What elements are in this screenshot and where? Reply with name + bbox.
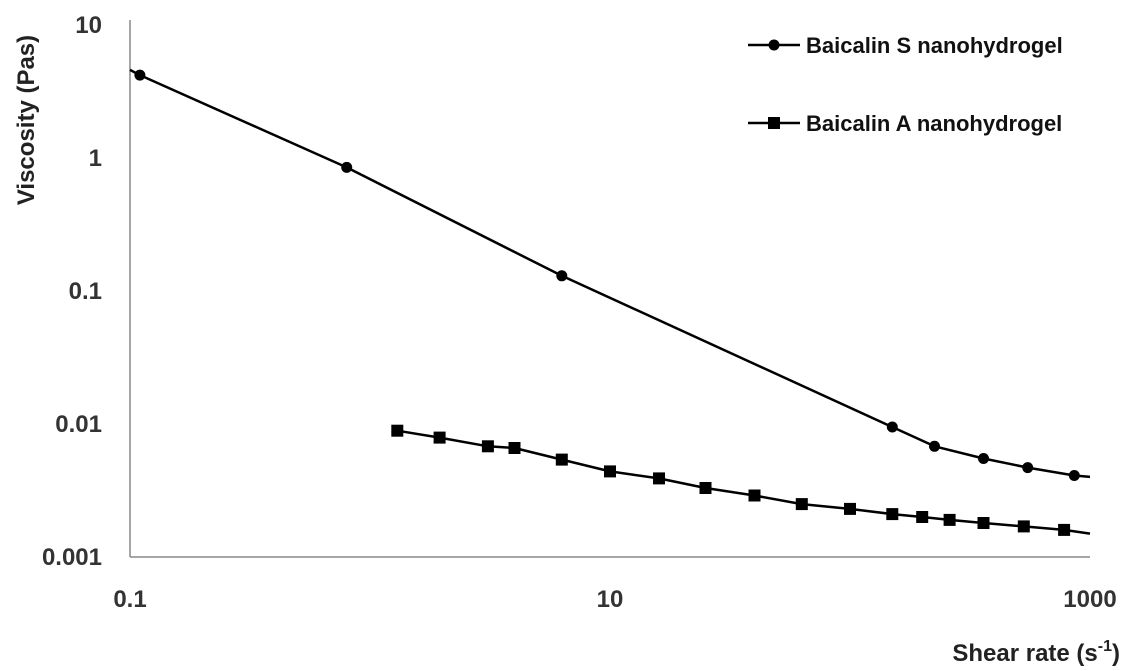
y-tick-label: 0.001 xyxy=(42,544,102,571)
legend-label-a: Baicalin A nanohydrogel xyxy=(806,111,1062,136)
data-point-a xyxy=(844,502,856,515)
x-axis-title-main: Shear rate (s xyxy=(952,640,1097,667)
y-tick-label: 1 xyxy=(89,145,102,172)
data-point-a xyxy=(977,517,990,529)
data-point-a xyxy=(555,453,568,466)
data-point-a xyxy=(391,424,404,437)
data-point-a xyxy=(795,498,808,511)
data-point-s xyxy=(1022,462,1034,474)
series-markers xyxy=(134,69,1080,536)
data-point-a xyxy=(748,489,761,502)
data-point-s xyxy=(929,440,940,452)
y-axis-title: Viscosity (Pas) xyxy=(13,35,40,205)
data-point-a xyxy=(886,508,899,521)
tick-labels: 10 1 0.1 0.01 0.001 0.1 10 1000 xyxy=(42,12,1117,613)
legend-item-a: Baicalin A nanohydrogel xyxy=(748,111,1062,136)
data-point-s xyxy=(886,421,898,433)
data-point-a xyxy=(1058,523,1071,536)
data-point-a xyxy=(433,431,446,444)
y-tick-label: 0.01 xyxy=(55,411,102,438)
data-point-a xyxy=(508,442,521,454)
x-tick-label: 1000 xyxy=(1063,586,1116,613)
x-axis-title-sup: -1 xyxy=(1098,638,1112,655)
series-line-s xyxy=(129,68,1091,479)
x-axis-title-close: ) xyxy=(1112,640,1120,667)
data-point-a xyxy=(699,482,712,494)
data-point-a xyxy=(1017,520,1030,533)
data-point-s xyxy=(134,69,146,81)
data-point-a xyxy=(916,511,929,523)
legend-item-s: Baicalin S nanohydrogel xyxy=(748,33,1063,58)
x-tick-label: 0.1 xyxy=(113,586,146,613)
data-point-s xyxy=(1068,470,1080,481)
y-tick-label: 10 xyxy=(75,12,102,39)
x-axis-title: Shear rate (s-1) xyxy=(952,638,1120,667)
legend-label-s: Baicalin S nanohydrogel xyxy=(806,33,1063,58)
data-point-a xyxy=(604,465,616,478)
data-point-s xyxy=(341,161,353,173)
data-point-s xyxy=(978,453,989,464)
axes xyxy=(129,20,1090,558)
x-tick-label: 10 xyxy=(597,586,624,613)
legend: Baicalin S nanohydrogel Baicalin A nanoh… xyxy=(748,33,1063,136)
data-point-s xyxy=(556,270,568,282)
data-point-a xyxy=(653,472,665,485)
y-tick-label: 0.1 xyxy=(69,278,102,305)
series-lines xyxy=(129,68,1091,535)
data-point-a xyxy=(943,513,956,526)
legend-marker-a xyxy=(768,117,780,129)
legend-marker-s xyxy=(768,39,780,51)
data-point-a xyxy=(481,440,494,453)
